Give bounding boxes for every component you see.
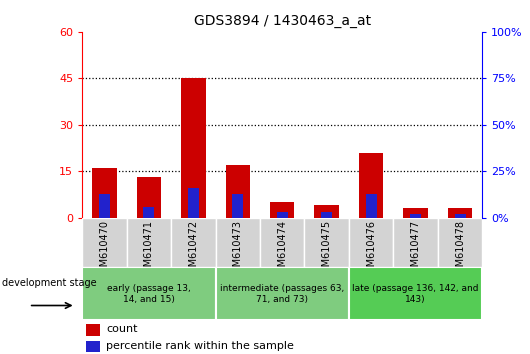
Bar <box>349 218 393 267</box>
Bar <box>216 267 349 320</box>
Bar <box>82 267 216 320</box>
Bar <box>137 177 161 218</box>
Text: percentile rank within the sample: percentile rank within the sample <box>106 341 294 351</box>
Bar <box>448 209 472 218</box>
Bar <box>321 212 332 218</box>
Bar <box>270 202 295 218</box>
Bar <box>226 165 250 218</box>
Bar <box>92 168 117 218</box>
Bar <box>349 267 482 320</box>
Bar <box>216 218 260 267</box>
Title: GDS3894 / 1430463_a_at: GDS3894 / 1430463_a_at <box>193 14 371 28</box>
Text: GSM610473: GSM610473 <box>233 220 243 279</box>
Bar <box>86 324 100 336</box>
Bar <box>314 205 339 218</box>
Text: GSM610478: GSM610478 <box>455 220 465 279</box>
Text: early (passage 13,
14, and 15): early (passage 13, 14, and 15) <box>107 284 191 303</box>
Text: intermediate (passages 63,
71, and 73): intermediate (passages 63, 71, and 73) <box>220 284 344 303</box>
Bar <box>260 218 304 267</box>
Bar <box>181 78 206 218</box>
Bar <box>393 218 438 267</box>
Bar <box>410 214 421 218</box>
Text: GSM610470: GSM610470 <box>100 220 109 279</box>
Text: GSM610474: GSM610474 <box>277 220 287 279</box>
Bar <box>359 153 383 218</box>
Bar <box>82 218 127 267</box>
Bar <box>366 194 377 218</box>
Text: development stage: development stage <box>2 278 96 288</box>
Bar <box>277 212 288 218</box>
Text: GSM610472: GSM610472 <box>188 220 198 279</box>
Bar <box>86 341 100 352</box>
Bar <box>438 218 482 267</box>
Bar <box>127 218 171 267</box>
Text: GSM610477: GSM610477 <box>411 220 421 279</box>
Bar <box>304 218 349 267</box>
Text: late (passage 136, 142, and
143): late (passage 136, 142, and 143) <box>352 284 479 303</box>
Bar <box>188 188 199 218</box>
Text: GSM610476: GSM610476 <box>366 220 376 279</box>
Bar <box>99 194 110 218</box>
Text: GSM610471: GSM610471 <box>144 220 154 279</box>
Text: GSM610475: GSM610475 <box>322 220 332 279</box>
Bar <box>143 207 154 218</box>
Text: count: count <box>106 325 138 335</box>
Bar <box>232 194 243 218</box>
Bar <box>455 214 466 218</box>
Bar <box>171 218 216 267</box>
Bar <box>403 209 428 218</box>
